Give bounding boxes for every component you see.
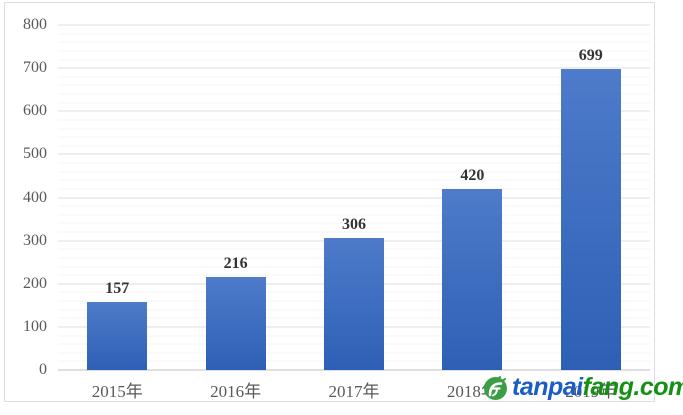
minor-gridline bbox=[58, 128, 650, 129]
minor-gridline bbox=[58, 41, 650, 43]
bar-value-label: 699 bbox=[578, 46, 603, 64]
plot-area: 0 100 200 300 400 500 600 700 800 157 2015年 216 2016… bbox=[23, 17, 650, 401]
x-tick-label: 2017年 bbox=[328, 382, 380, 401]
minor-gridline bbox=[58, 93, 650, 95]
minor-gridline bbox=[58, 162, 650, 164]
major-gridline bbox=[58, 197, 650, 198]
y-tick-label: 700 bbox=[23, 59, 47, 77]
minor-gridline bbox=[58, 84, 650, 86]
minor-gridline bbox=[58, 179, 650, 181]
watermark-text: tanpaifang.com bbox=[512, 375, 683, 400]
bar-2015年: 157 bbox=[87, 281, 148, 370]
bar-value-label: 306 bbox=[342, 216, 366, 234]
watermark: tanpaifang.com bbox=[482, 374, 683, 401]
bar-value-label: 157 bbox=[105, 280, 130, 298]
bar-value-label: 216 bbox=[223, 254, 248, 272]
watermark-text-secondary: fang.com bbox=[582, 373, 683, 401]
bar-2016年: 216 bbox=[205, 255, 266, 370]
x-tick-label: 2019年 bbox=[565, 382, 617, 401]
minor-gridline bbox=[58, 136, 650, 138]
major-gridline bbox=[58, 153, 650, 155]
bar-2019年: 699 bbox=[560, 47, 621, 370]
bar-2018年: 420 bbox=[442, 167, 503, 370]
bar-value-label: 420 bbox=[460, 166, 485, 184]
major-gridline bbox=[58, 110, 650, 112]
minor-gridline bbox=[58, 102, 650, 104]
y-tick-label: 600 bbox=[23, 102, 47, 120]
bar-2017年: 306 bbox=[324, 217, 384, 370]
major-gridline bbox=[58, 67, 650, 69]
minor-gridline bbox=[58, 171, 650, 173]
x-tick-label: 2015年 bbox=[91, 382, 143, 401]
minor-gridline bbox=[58, 119, 650, 121]
minor-gridline bbox=[58, 76, 650, 78]
y-tick-label: 500 bbox=[23, 145, 47, 163]
y-tick-label: 200 bbox=[23, 274, 47, 292]
chart-frame: 0 100 200 300 400 500 600 700 800 157 2015年 216 2016… bbox=[4, 2, 655, 402]
y-tick-label: 300 bbox=[23, 231, 47, 249]
minor-gridline bbox=[58, 33, 650, 35]
minor-gridline bbox=[58, 145, 650, 147]
y-tick-label: 800 bbox=[23, 16, 47, 33]
minor-gridline bbox=[58, 222, 650, 224]
minor-gridline bbox=[58, 231, 650, 233]
minor-gridline bbox=[58, 205, 650, 207]
y-tick-label: 400 bbox=[23, 188, 47, 206]
watermark-text-primary: tanpai bbox=[512, 373, 583, 401]
minor-gridline bbox=[58, 50, 650, 52]
minor-gridline bbox=[58, 214, 650, 216]
x-tick-label: 2016年 bbox=[210, 382, 262, 401]
minor-gridline bbox=[58, 188, 650, 190]
minor-gridline bbox=[58, 59, 650, 60]
major-gridline bbox=[58, 24, 650, 26]
y-tick-label: 100 bbox=[23, 317, 47, 335]
y-tick-label: 0 bbox=[39, 361, 47, 378]
x-axis-line bbox=[58, 369, 650, 371]
tanpaifang-logo-icon bbox=[482, 374, 509, 401]
